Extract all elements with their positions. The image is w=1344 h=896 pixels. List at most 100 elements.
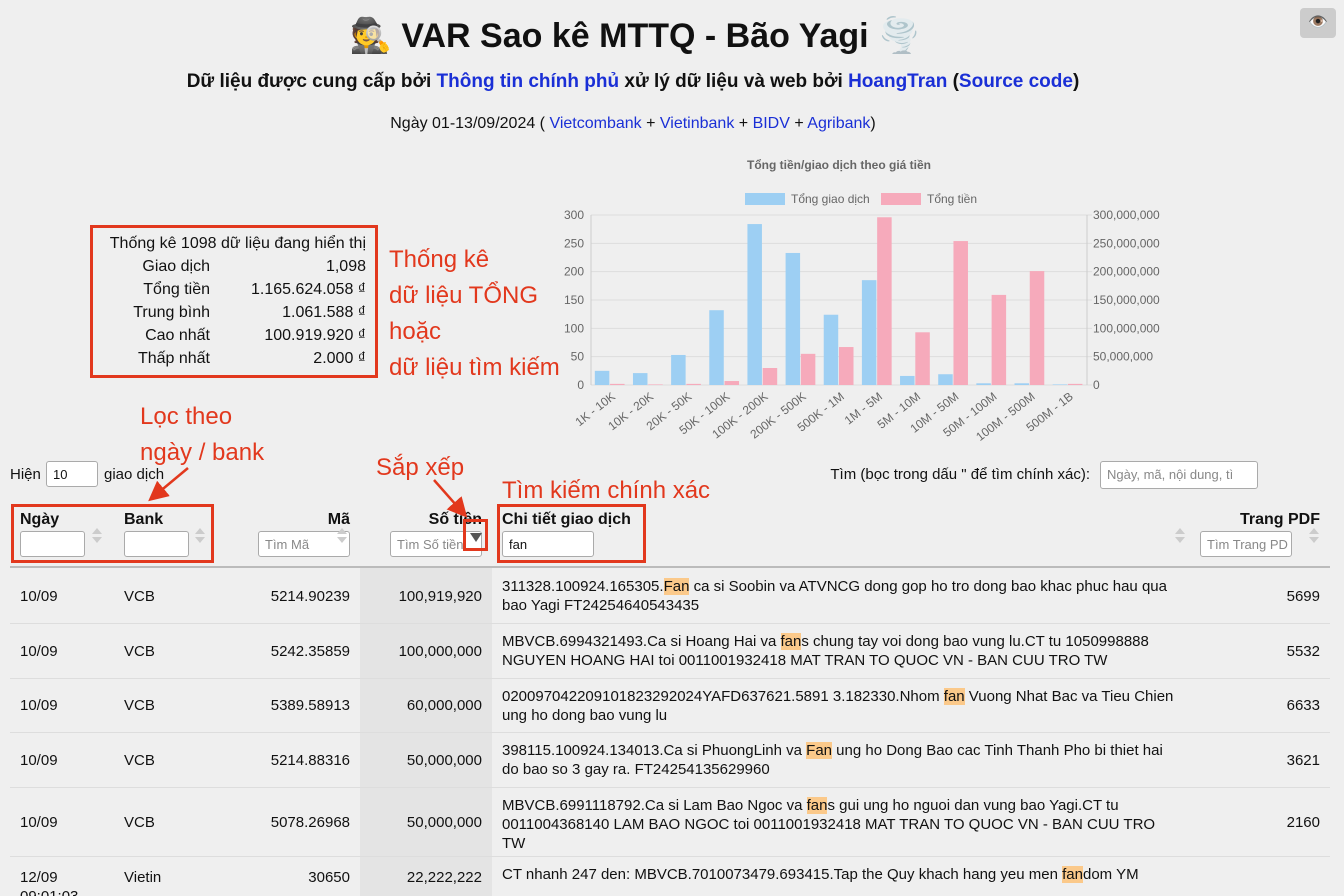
cell: 5532 <box>1286 642 1320 660</box>
text: + <box>789 115 808 132</box>
link[interactable]: Vietinbank <box>659 115 735 132</box>
text: ) <box>870 115 876 132</box>
y2-tick-label: 150,000,000 <box>1093 293 1160 307</box>
y2-tick-label: 100,000,000 <box>1093 321 1160 335</box>
transaction-detail: 398115.100924.134013.Ca si PhuongLinh va… <box>502 741 1182 779</box>
cell: 3621 <box>1286 751 1320 769</box>
column-header[interactable]: Ngày <box>20 511 60 528</box>
cell: VCB <box>124 587 155 605</box>
cell: VCB <box>124 751 155 769</box>
y2-tick-label: 200,000,000 <box>1093 265 1160 279</box>
sort-icon <box>1175 537 1185 543</box>
text: ca si Soobin va ATVNCG dong gop ho tro d… <box>502 578 1167 614</box>
toggle-button[interactable]: 👁️ <box>1300 8 1336 38</box>
bar <box>785 252 801 385</box>
cell: 5214.90239 <box>270 587 350 605</box>
row-rule <box>10 732 1330 733</box>
bar <box>976 383 991 385</box>
text: s chung tay voi dong bao vung lu.CT tu 1… <box>502 633 1149 669</box>
bar <box>861 280 877 385</box>
text: 311328.100924.165305. <box>502 578 664 595</box>
annotation: Sắp xếp <box>376 454 465 481</box>
column-filter[interactable]: Tìm Trang PD <box>1200 531 1292 557</box>
stats-value: 2.000 ₫ <box>313 350 366 367</box>
annotation: Lọc theo <box>140 403 233 430</box>
annotation: ngày / bank <box>140 439 265 466</box>
column-header[interactable]: Bank <box>124 511 164 528</box>
search-input[interactable]: Ngày, mã, nội dung, tì <box>1100 461 1258 489</box>
text: s gui ung ho nguoi dan vung bao Yagi.CT … <box>502 797 1156 852</box>
column-filter[interactable] <box>124 531 189 557</box>
stats-label: Giao dịch <box>142 258 210 275</box>
page-title: 🕵️ VAR Sao kê MTTQ - Bão Yagi 🌪️ <box>349 17 921 55</box>
column-shade <box>360 566 492 896</box>
link[interactable]: Thông tin chính phủ <box>436 71 620 92</box>
sort-icon <box>195 537 205 543</box>
link[interactable]: Source code <box>958 71 1073 92</box>
bar <box>724 381 740 385</box>
column-filter[interactable] <box>20 531 85 557</box>
header-rule <box>10 566 1330 568</box>
match: fan <box>943 688 965 705</box>
column-header[interactable]: Số tiền <box>428 511 482 528</box>
cell: VCB <box>124 697 155 714</box>
link[interactable]: HoangTran <box>848 71 948 92</box>
highlight-box <box>90 225 378 378</box>
column-header[interactable]: Mã <box>327 511 350 528</box>
cell: 10/09 <box>20 813 58 831</box>
sort-icon <box>337 528 347 534</box>
sources: Ngày 01-13/09/2024 ( Vietcombank + Vieti… <box>0 115 1266 133</box>
link[interactable]: Vietcombank <box>549 115 642 132</box>
column-filter[interactable]: Tìm Số tiền <box>390 531 482 557</box>
cell: 10/09 <box>20 751 58 769</box>
sort-icon <box>92 537 102 543</box>
text: Dữ liệu được cung cấp bởi <box>186 71 437 92</box>
row-rule <box>10 856 1330 857</box>
bar <box>648 384 663 385</box>
match: fan <box>806 797 828 814</box>
text: dom YM <box>1083 866 1139 883</box>
link[interactable]: BIDV <box>752 115 790 132</box>
bar <box>839 347 854 385</box>
text: CT nhanh 247 den: MBVCB.7010073479.69341… <box>502 866 1063 883</box>
column-header[interactable]: Trang PDF <box>1239 511 1320 528</box>
cell: 30650 <box>308 869 350 886</box>
cell: 5214.88316 <box>270 751 350 769</box>
column-header[interactable]: Chi tiết giao dịch <box>502 511 631 528</box>
bar <box>1052 384 1068 385</box>
bar <box>915 332 930 385</box>
stats-row: Cao nhất 100.919.920 ₫ <box>100 324 366 347</box>
column-filter[interactable]: Tìm Mã <box>258 531 350 557</box>
sort-icon <box>337 537 347 543</box>
page-size-select[interactable]: 10 <box>46 461 98 487</box>
bar <box>671 354 686 385</box>
bar <box>594 370 610 385</box>
stats-label: Thấp nhất <box>137 350 210 367</box>
bar <box>686 383 701 385</box>
stats-panel: Thống kê 1098 dữ liệu đang hiển thị Giao … <box>100 232 366 370</box>
text: ( <box>947 71 959 92</box>
cell: VCB <box>124 813 155 831</box>
stats-value: 1.061.588 ₫ <box>282 304 366 321</box>
transaction-detail: MBVCB.6991118792.Ca si Lam Bao Ngoc va f… <box>502 796 1182 853</box>
arrow <box>148 467 189 502</box>
bar <box>800 353 816 385</box>
label: giao dịch <box>104 466 165 483</box>
highlight-box <box>11 504 214 563</box>
cell: 5242.35859 <box>270 642 350 660</box>
cell: 60,000,000 <box>406 697 482 714</box>
annotation: Thống kê <box>389 246 490 273</box>
cell: 10/09 <box>20 697 58 714</box>
highlight-box <box>463 519 488 551</box>
cell: 6633 <box>1286 697 1320 714</box>
cell: 12/09 09:01:03 <box>20 869 78 896</box>
link[interactable]: Agribank <box>807 115 871 132</box>
row-rule <box>10 678 1330 679</box>
cell: 2160 <box>1286 813 1320 831</box>
bar <box>991 294 1007 385</box>
bar <box>632 373 648 385</box>
stats-value: 100.919.920 ₫ <box>264 327 366 344</box>
cell: 5078.26968 <box>270 813 350 831</box>
column-filter[interactable]: fan <box>502 531 594 557</box>
sort-icon <box>1175 528 1185 534</box>
